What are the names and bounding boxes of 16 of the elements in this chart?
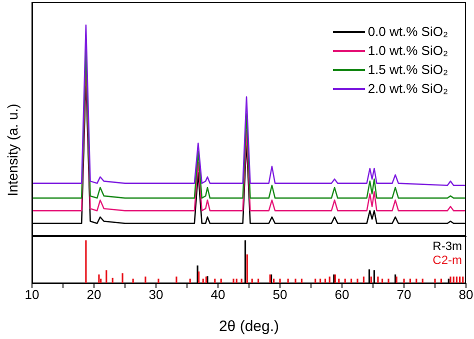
x-axis-title: 2θ (deg.): [218, 318, 280, 335]
legend-label: 1.5 wt.% SiO₂: [368, 62, 448, 77]
legend-label: 0.0 wt.% SiO₂: [368, 24, 448, 39]
x-tick-label: 30: [148, 287, 164, 302]
x-tick-label: 60: [334, 287, 350, 302]
series-label: C2-m: [432, 253, 462, 267]
x-tick-label: 70: [396, 287, 412, 302]
x-tick-label: 50: [272, 287, 288, 302]
x-tick-label: 20: [86, 287, 102, 302]
y-axis-title: Intensity (a. u.): [4, 104, 21, 196]
x-tick-label: 80: [458, 287, 474, 302]
legend-label: 2.0 wt.% SiO₂: [368, 81, 448, 96]
text: R-3m: [432, 239, 462, 253]
x-tick-label: 10: [24, 287, 40, 302]
x-tick-label: 40: [210, 287, 226, 302]
legend-label: 1.0 wt.% SiO₂: [368, 43, 448, 58]
